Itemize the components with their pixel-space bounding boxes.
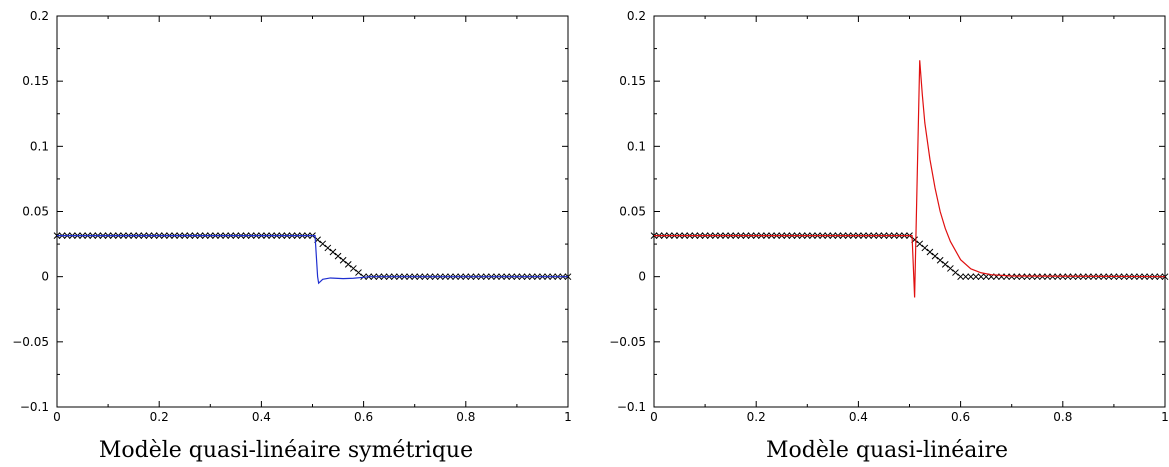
- x-marker: [962, 273, 970, 281]
- x-marker: [967, 273, 975, 281]
- y-tick-label: −0.1: [20, 400, 49, 414]
- x-marker: [1003, 273, 1010, 281]
- x-marker: [355, 269, 362, 276]
- y-tick-label: −0.1: [617, 400, 646, 414]
- y-tick-label: −0.05: [609, 335, 646, 349]
- x-tick-label: 0.8: [456, 410, 475, 424]
- exact-solution-markers: [53, 232, 572, 281]
- y-tick-label: 0: [41, 270, 49, 284]
- x-tick-label: 0.4: [849, 410, 868, 424]
- x-tick-label: 0.6: [354, 410, 373, 424]
- y-tick-label: 0.1: [627, 139, 646, 153]
- x-marker: [344, 260, 352, 268]
- x-marker: [977, 273, 985, 281]
- x-marker: [947, 265, 954, 272]
- x-marker: [936, 256, 944, 264]
- x-tick-label: 0.4: [252, 410, 271, 424]
- x-tick-label: 0.8: [1053, 410, 1072, 424]
- x-marker: [1018, 273, 1026, 281]
- exact-solution-markers: [650, 232, 1169, 281]
- x-marker: [339, 256, 347, 264]
- y-tick-label: 0.05: [22, 205, 49, 219]
- x-marker: [952, 269, 959, 276]
- x-marker: [1161, 273, 1169, 281]
- y-tick-label: −0.05: [12, 335, 49, 349]
- y-tick-label: 0.2: [627, 9, 646, 23]
- x-tick-label: 1: [564, 410, 572, 424]
- y-tick-label: 0: [638, 270, 646, 284]
- chart-right: 0 0.2 0.4 0.6 0.8 1 −0.1 −0.05 0 0.05 0.1 0.15 0.2 M…: [609, 9, 1169, 463]
- x-tick-label: 0.2: [747, 410, 766, 424]
- y-tick-label: 0.05: [619, 205, 646, 219]
- x-tick-label: 0.2: [150, 410, 169, 424]
- x-marker: [350, 265, 357, 272]
- x-marker: [931, 252, 939, 260]
- x-tick-label: 0.6: [951, 410, 970, 424]
- numerical-solution-line: [654, 60, 1166, 298]
- chart-left-ticks: [56, 15, 569, 408]
- x-marker: [324, 244, 332, 252]
- chart-left-title: Modèle quasi-linéaire symétrique: [99, 438, 473, 463]
- chart-left-tick-labels: 0 0.2 0.4 0.6 0.8 1 −0.1 −0.05 0 0.05 0.1 0.15 0.2: [12, 9, 572, 424]
- chart-right-ticks: [653, 15, 1166, 408]
- chart-right-tick-labels: 0 0.2 0.4 0.6 0.8 1 −0.1 −0.05 0 0.05 0.1 0.15 0.2: [609, 9, 1169, 424]
- x-marker: [916, 240, 924, 248]
- y-tick-label: 0.1: [30, 139, 49, 153]
- y-tick-label: 0.15: [22, 74, 49, 88]
- y-tick-label: 0.2: [30, 9, 49, 23]
- chart-right-frame: [653, 15, 1166, 408]
- numerical-solution-line: [57, 235, 568, 285]
- chart-left-series: [53, 232, 572, 285]
- x-marker: [319, 240, 327, 248]
- x-tick-label: 0: [53, 410, 61, 424]
- chart-right-series: [650, 60, 1169, 298]
- x-marker: [360, 273, 367, 281]
- x-marker: [921, 244, 929, 252]
- x-tick-label: 0: [650, 410, 658, 424]
- x-marker: [1008, 273, 1016, 281]
- y-tick-label: 0.15: [619, 74, 646, 88]
- x-marker: [329, 248, 337, 256]
- x-tick-label: 1: [1161, 410, 1169, 424]
- chart-left-frame: [56, 15, 569, 408]
- chart-left: 0 0.2 0.4 0.6 0.8 1 −0.1 −0.05 0 0.05 0.1 0.15 0.2 M…: [12, 9, 572, 463]
- x-marker: [334, 252, 342, 260]
- x-marker: [926, 248, 934, 256]
- chart-right-title: Modèle quasi-linéaire: [766, 438, 1008, 463]
- x-marker: [1013, 273, 1021, 281]
- x-marker: [998, 273, 1005, 281]
- x-marker: [941, 260, 949, 268]
- x-marker: [972, 273, 980, 281]
- x-marker: [957, 273, 964, 281]
